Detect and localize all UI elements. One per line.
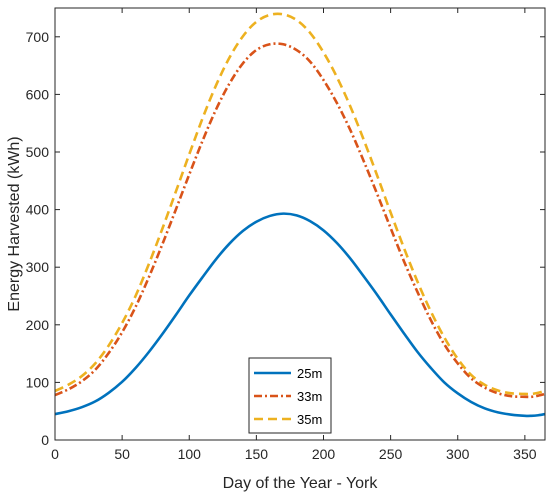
x-tick-label: 50 — [114, 446, 130, 462]
legend: 25m 33m 35m — [248, 357, 332, 434]
x-tick-label: 250 — [379, 446, 403, 462]
legend-label-25m: 25m — [297, 366, 322, 381]
series-line-33m — [54, 42, 546, 399]
x-tick-label: 150 — [245, 446, 269, 462]
y-axis-ticks: 0 100 200 300 400 500 600 700 — [26, 29, 545, 448]
plot-frame — [54, 7, 546, 441]
series-line-35m — [54, 12, 546, 396]
x-tick-label: 0 — [51, 446, 59, 462]
y-tick-label: 0 — [41, 432, 49, 448]
x-tick-label: 350 — [513, 446, 537, 462]
y-tick-label: 500 — [26, 144, 50, 160]
series-line-25m — [54, 212, 546, 418]
x-tick-label: 100 — [178, 446, 202, 462]
x-axis-label: Day of the Year - York — [223, 475, 379, 492]
legend-label-33m: 33m — [297, 389, 322, 404]
y-tick-label: 700 — [26, 29, 50, 45]
y-axis-label: Energy Harvested (kWh) — [6, 136, 23, 311]
y-tick-label: 400 — [26, 202, 50, 218]
y-tick-label: 200 — [26, 317, 50, 333]
x-tick-label: 300 — [446, 446, 470, 462]
y-tick-label: 600 — [26, 86, 50, 102]
x-axis-ticks: 0 50 100 150 200 250 300 350 — [51, 8, 537, 462]
y-tick-label: 100 — [26, 374, 50, 390]
x-tick-label: 200 — [312, 446, 336, 462]
y-tick-label: 300 — [26, 259, 50, 275]
plot-lines — [54, 12, 546, 418]
legend-label-35m: 35m — [297, 412, 322, 427]
